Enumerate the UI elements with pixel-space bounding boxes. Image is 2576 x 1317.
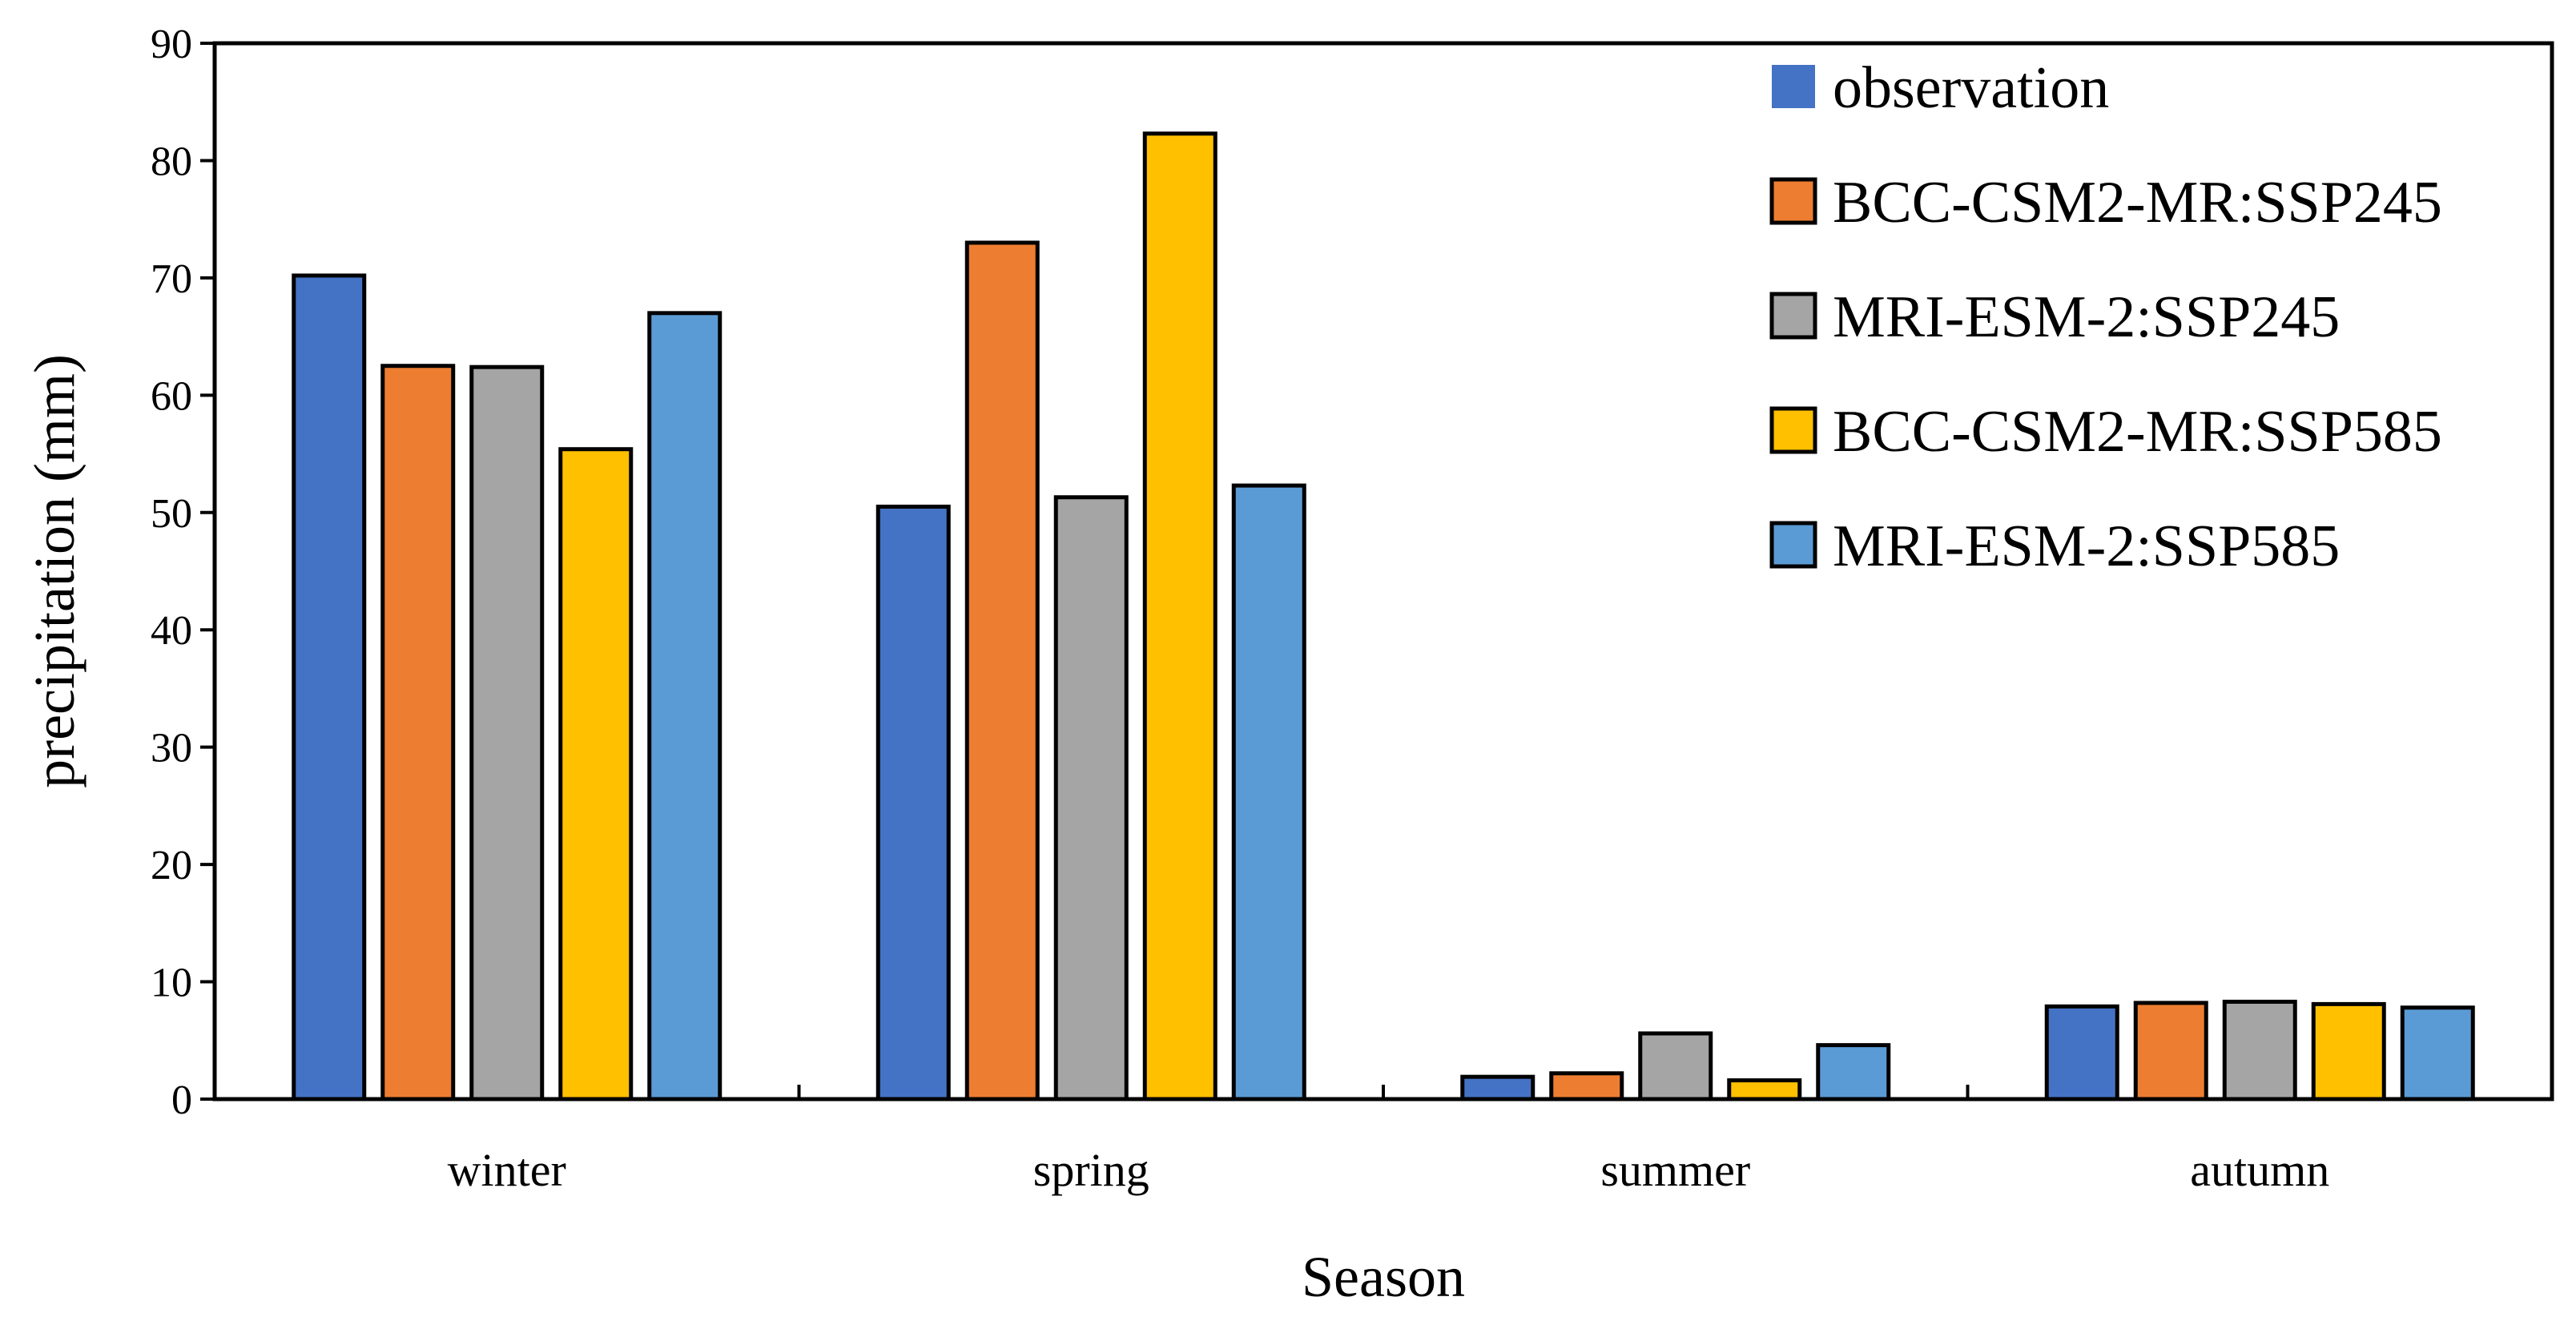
y-tick-label: 50 xyxy=(151,491,192,537)
legend-label: MRI-ESM-2:SSP585 xyxy=(1833,514,2340,579)
y-tick-label: 0 xyxy=(171,1077,192,1123)
bar xyxy=(1549,1071,1624,1102)
bar xyxy=(875,504,951,1102)
y-tick-label: 90 xyxy=(151,22,192,67)
x-category-label: winter xyxy=(448,1144,566,1196)
legend-swatch xyxy=(1772,65,1815,108)
legend-swatch xyxy=(1769,292,1817,340)
bar xyxy=(469,364,545,1102)
bar xyxy=(1727,1078,1802,1102)
bar xyxy=(1816,1043,1891,1102)
axes-group: 0 10 20 30 40 50 60 70 80 90 winter spring summer aut… xyxy=(151,22,2329,1196)
y-tick-label: 20 xyxy=(151,843,192,888)
bars-group xyxy=(292,131,2475,1102)
bar xyxy=(964,240,1040,1102)
y-tick-label: 10 xyxy=(151,961,192,1006)
legend-swatch xyxy=(1769,406,1817,454)
bar xyxy=(2311,1001,2386,1102)
bar xyxy=(1460,1074,1536,1102)
bar xyxy=(1142,131,1218,1102)
bar xyxy=(647,311,722,1102)
x-category-label: autumn xyxy=(2190,1144,2329,1196)
legend-label: MRI-ESM-2:SSP245 xyxy=(1833,284,2340,350)
y-tick-label: 40 xyxy=(151,608,192,654)
y-tick-label: 30 xyxy=(151,726,192,771)
bar xyxy=(558,447,634,1102)
y-tick-label: 70 xyxy=(151,256,192,302)
bar xyxy=(2400,1005,2475,1102)
bar xyxy=(2222,999,2297,1102)
legend-label: BCC-CSM2-MR:SSP245 xyxy=(1833,170,2442,236)
legend: observation BCC-CSM2-MR:SSP245 MRI-ESM-2:S… xyxy=(1769,55,2442,579)
y-tick-label: 60 xyxy=(151,373,192,419)
bar xyxy=(2133,1001,2208,1102)
bar xyxy=(1231,483,1306,1102)
x-axis-title: Season xyxy=(1302,1245,1465,1309)
bar xyxy=(1638,1031,1713,1102)
legend-swatch xyxy=(1769,177,1817,225)
y-axis-title: precipitation (mm) xyxy=(22,354,87,788)
x-category-label: summer xyxy=(1600,1144,1750,1196)
x-category-label: spring xyxy=(1033,1144,1149,1196)
bar xyxy=(380,364,456,1102)
legend-label: BCC-CSM2-MR:SSP585 xyxy=(1833,399,2442,465)
y-tick-label: 80 xyxy=(151,139,192,184)
legend-label: observation xyxy=(1833,55,2109,121)
bar xyxy=(2044,1004,2119,1102)
legend-swatch xyxy=(1769,521,1817,569)
bar xyxy=(1053,495,1129,1102)
bar xyxy=(292,273,367,1102)
